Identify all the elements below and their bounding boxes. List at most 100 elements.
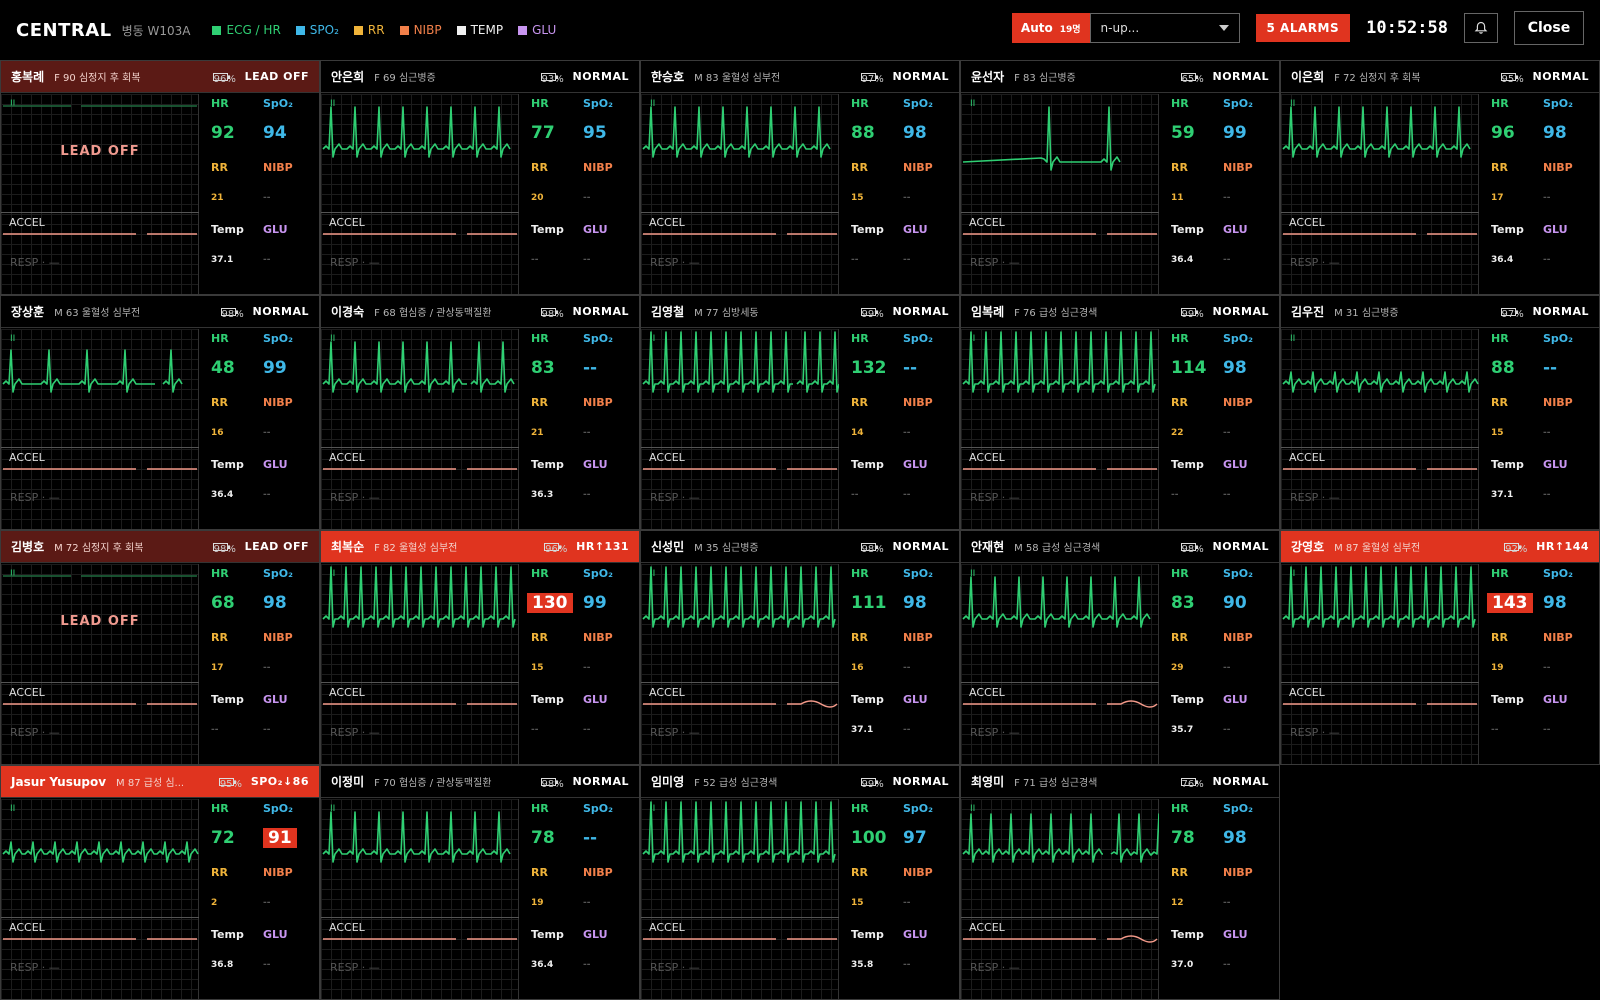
patient-tile[interactable]: 이정미 F 70 협심증 / 관상동맥질환 98% NORMAL II ACCEL RESP… bbox=[320, 765, 640, 1000]
patient-tile[interactable]: 최복순 F 82 울혈성 심부전 96% HR↑131 II ACCEL RESP · — H… bbox=[320, 530, 640, 765]
patient-tile[interactable]: 강영호 M 87 울혈성 심부전 92% HR↑144 II ACCEL RESP · — H… bbox=[1280, 530, 1600, 765]
accel-trace bbox=[643, 700, 838, 708]
rr-value: 15 bbox=[1491, 428, 1504, 438]
waveform-panel: II ACCEL RESP · — bbox=[641, 799, 839, 999]
glu-value: -- bbox=[1543, 490, 1551, 500]
lead-off-label: LEAD OFF bbox=[60, 614, 140, 629]
patient-tile[interactable]: 김영철 M 77 심방세동 99% NORMAL II ACCEL RESP · — HR Sp… bbox=[640, 295, 960, 530]
divider bbox=[1, 917, 199, 918]
glu-value: -- bbox=[1223, 725, 1231, 735]
notification-button[interactable] bbox=[1464, 13, 1498, 43]
temp-label: Temp bbox=[1491, 693, 1524, 706]
patient-header[interactable]: 장상훈 M 63 울혈성 심부전 98% NORMAL bbox=[1, 296, 319, 328]
battery-icon: 95% bbox=[1500, 72, 1524, 85]
lead-label: II bbox=[1290, 334, 1296, 344]
patient-tile[interactable]: 장상훈 M 63 울혈성 심부전 98% NORMAL II ACCEL RESP · — H… bbox=[0, 295, 320, 530]
patient-tile[interactable]: 홍복례 F 90 심정지 후 회복 96% LEAD OFF II LEAD OFF ACC… bbox=[0, 60, 320, 295]
auto-count: 19명 bbox=[1059, 24, 1081, 35]
vitals-panel: HR SpO₂ 100 97 RR NIBP 15 -- Temp GLU 35.8 -- bbox=[841, 799, 959, 999]
temp-value: -- bbox=[1491, 725, 1499, 735]
nibp-label: NIBP bbox=[583, 396, 613, 409]
hr-value: 68 bbox=[211, 593, 235, 613]
patient-header[interactable]: 윤선자 F 83 심근병증 65% NORMAL bbox=[961, 61, 1279, 93]
vitals-panel: HR SpO₂ 88 98 RR NIBP 15 -- Temp GLU -- -- bbox=[841, 94, 959, 294]
temp-value: 37.1 bbox=[1491, 490, 1514, 500]
rr-label: RR bbox=[851, 396, 868, 409]
patient-name: 최영미 bbox=[971, 775, 1005, 789]
patient-header[interactable]: 홍복례 F 90 심정지 후 회복 96% LEAD OFF bbox=[1, 61, 319, 93]
rr-label: RR bbox=[851, 161, 868, 174]
patient-header[interactable]: 한승호 M 83 울혈성 심부전 97% NORMAL bbox=[641, 61, 959, 93]
patient-header[interactable]: Jasur Yusupov M 87 급성 심... 95% SPO₂↓86 bbox=[1, 766, 319, 798]
patient-header[interactable]: 김병호 M 72 심정지 후 회복 98% LEAD OFF bbox=[1, 531, 319, 563]
patient-header[interactable]: 이경숙 F 68 협심증 / 관상동맥질환 98% NORMAL bbox=[321, 296, 639, 328]
patient-tile[interactable]: 안은희 F 69 심근병증 93% NORMAL II ACCEL RESP · — HR Sp… bbox=[320, 60, 640, 295]
patient-tile[interactable]: 윤선자 F 83 심근병증 65% NORMAL II ACCEL RESP · — HR Sp… bbox=[960, 60, 1280, 295]
nibp-label: NIBP bbox=[263, 866, 293, 879]
patient-header[interactable]: 안재현 M 58 급성 심근경색 98% NORMAL bbox=[961, 531, 1279, 563]
hr-value: 77 bbox=[531, 123, 555, 143]
alarms-button[interactable]: 5 ALARMS bbox=[1255, 14, 1351, 42]
hr-label: HR bbox=[1491, 97, 1509, 110]
patient-tile[interactable]: 이경숙 F 68 협심증 / 관상동맥질환 98% NORMAL II ACCEL RESP… bbox=[320, 295, 640, 530]
rr-value: 15 bbox=[851, 898, 864, 908]
lead-label: II bbox=[650, 334, 656, 344]
patient-header[interactable]: 김영철 M 77 심방세동 99% NORMAL bbox=[641, 296, 959, 328]
patient-info: F 68 협심증 / 관상동맥질환 bbox=[374, 308, 492, 319]
patient-header[interactable]: 최복순 F 82 울혈성 심부전 96% HR↑131 bbox=[321, 531, 639, 563]
patient-name: 신성민 bbox=[651, 540, 685, 554]
lead-label: II bbox=[10, 334, 16, 344]
patient-tile[interactable]: 김병호 M 72 심정지 후 회복 98% LEAD OFF II LEAD OFF ACC… bbox=[0, 530, 320, 765]
rr-value: 29 bbox=[1171, 663, 1184, 673]
patient-tile[interactable]: 이은희 F 72 심정지 후 회복 95% NORMAL II ACCEL RESP · —… bbox=[1280, 60, 1600, 295]
divider bbox=[1281, 447, 1479, 448]
status-badge: NORMAL bbox=[1212, 540, 1269, 553]
nibp-label: NIBP bbox=[1223, 161, 1253, 174]
hr-label: HR bbox=[531, 802, 549, 815]
auto-button[interactable]: Auto 19명 bbox=[1011, 13, 1090, 43]
hr-value: 78 bbox=[1171, 828, 1195, 848]
lead-label: II bbox=[330, 569, 336, 579]
patient-header[interactable]: 최영미 F 71 급성 심근경색 76% NORMAL bbox=[961, 766, 1279, 798]
glu-value: -- bbox=[1543, 725, 1551, 735]
patient-tile[interactable]: 최영미 F 71 급성 심근경색 76% NORMAL II ACCEL RESP · — H… bbox=[960, 765, 1280, 1000]
layout-select[interactable]: n-up... bbox=[1089, 13, 1240, 43]
close-button[interactable]: Close bbox=[1514, 11, 1584, 45]
patient-tile[interactable]: 김우진 M 31 심근병증 97% NORMAL II ACCEL RESP · — HR Sp… bbox=[1280, 295, 1600, 530]
nibp-value: -- bbox=[1223, 898, 1231, 908]
patient-tile[interactable]: 신성민 M 35 심근병증 98% NORMAL II ACCEL RESP · — HR Sp… bbox=[640, 530, 960, 765]
battery-icon: 76% bbox=[1180, 777, 1204, 790]
nibp-label: NIBP bbox=[903, 396, 933, 409]
patient-name: 최복순 bbox=[331, 540, 365, 554]
glu-label: GLU bbox=[263, 693, 288, 706]
patient-tile[interactable]: 임미영 F 52 급성 심근경색 99% NORMAL II ACCEL RESP · — H… bbox=[640, 765, 960, 1000]
spo2-value: -- bbox=[583, 828, 598, 848]
patient-tile[interactable]: 안재현 M 58 급성 심근경색 98% NORMAL II ACCEL RESP · — H… bbox=[960, 530, 1280, 765]
glu-value: -- bbox=[903, 255, 911, 265]
patient-tile[interactable]: Jasur Yusupov M 87 급성 심... 95% SPO₂↓86 II ACC… bbox=[0, 765, 320, 1000]
vitals-panel: HR SpO₂ 132 -- RR NIBP 14 -- Temp GLU -- -- bbox=[841, 329, 959, 529]
hr-label: HR bbox=[531, 567, 549, 580]
patient-header[interactable]: 이은희 F 72 심정지 후 회복 95% NORMAL bbox=[1281, 61, 1599, 93]
patient-tile[interactable]: 임복례 F 76 급성 심근경색 99% NORMAL II ACCEL RESP · — H… bbox=[960, 295, 1280, 530]
patient-header[interactable]: 임복례 F 76 급성 심근경색 99% NORMAL bbox=[961, 296, 1279, 328]
battery-indicator: 65% bbox=[1180, 72, 1204, 85]
rr-value: 21 bbox=[211, 193, 224, 203]
hr-value: 88 bbox=[1491, 358, 1515, 378]
patient-header[interactable]: 임미영 F 52 급성 심근경색 99% NORMAL bbox=[641, 766, 959, 798]
temp-label: Temp bbox=[1491, 223, 1524, 236]
patient-tile[interactable]: 한승호 M 83 울혈성 심부전 97% NORMAL II ACCEL RESP · — H… bbox=[640, 60, 960, 295]
patient-header[interactable]: 강영호 M 87 울혈성 심부전 92% HR↑144 bbox=[1281, 531, 1599, 563]
resp-label: RESP · — bbox=[650, 491, 700, 504]
patient-header[interactable]: 이정미 F 70 협심증 / 관상동맥질환 98% NORMAL bbox=[321, 766, 639, 798]
patient-name: 안재현 bbox=[971, 540, 1005, 554]
accel-label: ACCEL bbox=[329, 921, 365, 934]
nibp-label: NIBP bbox=[263, 161, 293, 174]
patient-header[interactable]: 김우진 M 31 심근병증 97% NORMAL bbox=[1281, 296, 1599, 328]
ecg-trace bbox=[322, 566, 516, 628]
divider bbox=[961, 682, 1159, 683]
patient-header[interactable]: 안은희 F 69 심근병증 93% NORMAL bbox=[321, 61, 639, 93]
patient-header[interactable]: 신성민 M 35 심근병증 98% NORMAL bbox=[641, 531, 959, 563]
accel-label: ACCEL bbox=[9, 921, 45, 934]
patient-name: 김병호 bbox=[11, 540, 45, 554]
